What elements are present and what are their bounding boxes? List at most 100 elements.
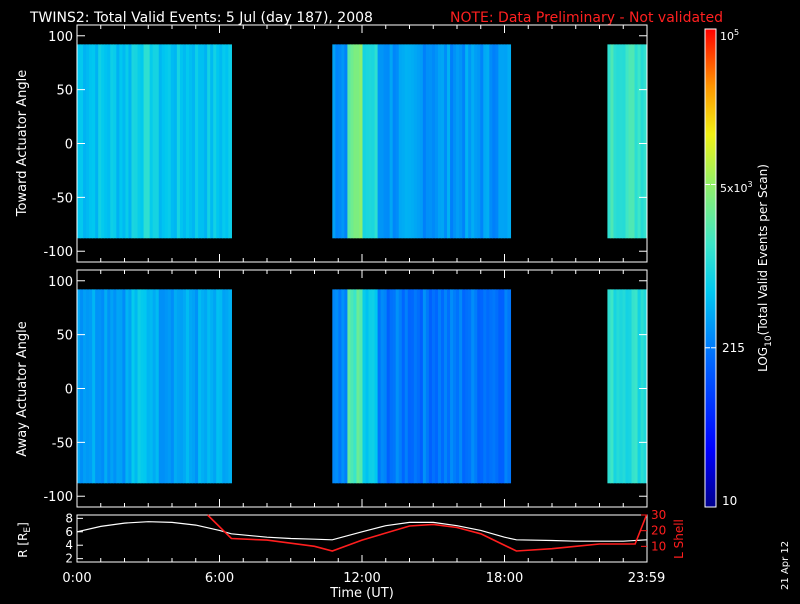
heatmap-cell (182, 44, 187, 239)
heatmap-cell (459, 44, 463, 239)
heatmap-cell (161, 44, 166, 239)
heatmap-cell (610, 289, 615, 484)
heatmap-cell (622, 44, 627, 239)
heatmap-cell (404, 44, 409, 239)
heatmap-cell (407, 289, 412, 484)
heatmap-cell (192, 289, 196, 484)
right-tick-label: 30 (651, 508, 666, 522)
heatmap-cell (173, 289, 178, 484)
heatmap-cell (92, 289, 96, 484)
heatmap-cell (95, 44, 99, 239)
heatmap-cell (158, 289, 163, 484)
heatmap-cell (437, 289, 442, 484)
heatmap-cell (195, 289, 199, 484)
heatmap-cell (477, 44, 481, 239)
data-interval (607, 44, 648, 239)
heatmap-cell (444, 289, 448, 484)
heatmap-cell (80, 44, 84, 239)
heatmap-cell (128, 289, 133, 484)
heatmap-cell (207, 44, 211, 239)
heatmap-cell (628, 289, 633, 484)
heatmap-cell (395, 289, 400, 484)
heatmap-cell (483, 44, 487, 239)
heatmap-cell (389, 44, 394, 239)
heatmap-cell (347, 44, 352, 239)
y-tick-label: 0 (65, 383, 73, 398)
heatmap-cell (179, 44, 184, 239)
heatmap-cell (338, 44, 342, 239)
heatmap-cell (155, 289, 160, 484)
heatmap-cell (483, 289, 487, 484)
heatmap-cell (486, 289, 490, 484)
colorbar-tick-label: 5x103 (720, 180, 753, 195)
colorbar-tick-label: 10 (722, 494, 737, 508)
heatmap-cell (149, 289, 154, 484)
heatmap-cell (155, 44, 160, 239)
heatmap-cell (392, 289, 397, 484)
heatmap-cell (643, 289, 648, 484)
heatmap-cell (152, 289, 157, 484)
heatmap-cell (225, 44, 229, 239)
heatmap-cell (185, 44, 190, 239)
heatmap-cell (447, 289, 451, 484)
heatmap-cell (404, 289, 409, 484)
heatmap-cell (107, 44, 111, 239)
heatmap-cell (347, 289, 352, 484)
heatmap-cell (413, 289, 418, 484)
heatmap-cell (110, 289, 114, 484)
heatmap-cell (365, 44, 370, 239)
heatmap-cell (216, 44, 220, 239)
heatmap-cell (125, 44, 130, 239)
away-y-ticks: 100 50 0 -50 -100 (43, 270, 647, 507)
heatmap-cell (501, 44, 505, 239)
heatmap-cell (395, 44, 400, 239)
heatmap-cell (365, 289, 370, 484)
heatmap-cell (332, 289, 336, 484)
heatmap-cell (634, 289, 639, 484)
heatmap-cell (386, 289, 391, 484)
heatmap-cell (637, 289, 642, 484)
heatmap-cell (447, 44, 451, 239)
heatmap-cell (170, 44, 175, 239)
heatmap-cell (498, 289, 502, 484)
heatmap-cell (386, 44, 391, 239)
left-tick-label: 6 (65, 525, 73, 539)
heatmap-cell (422, 289, 427, 484)
y-tick-label: -100 (43, 490, 73, 505)
heatmap-cell (83, 289, 87, 484)
heatmap-cell (501, 289, 505, 484)
heatmap-cell (401, 289, 406, 484)
heatmap-cell (137, 44, 142, 239)
heatmap-cell (459, 289, 463, 484)
heatmap-cell (504, 289, 509, 484)
heatmap-cell (210, 289, 214, 484)
heatmap-cell (422, 44, 427, 239)
colorbar-frame (704, 28, 717, 508)
r-axis-label: R [RE] (16, 522, 33, 558)
away-ylabel: Away Actuator Angle (15, 321, 30, 456)
heatmap-cell (86, 44, 90, 239)
heatmap-cell (204, 44, 208, 239)
heatmap-cell (143, 289, 148, 484)
heatmap-cell (456, 44, 460, 239)
heatmap-cell (356, 289, 361, 484)
heatmap-cell (398, 289, 403, 484)
heatmap-cell (119, 289, 124, 484)
heatmap-cell (146, 44, 151, 239)
heatmap-cell (474, 44, 478, 239)
heatmap-cell (89, 44, 93, 239)
heatmap-cell (444, 44, 448, 239)
heatmap-cell (465, 289, 469, 484)
heatmap-cell (637, 44, 642, 239)
heatmap-cell (410, 289, 415, 484)
heatmap-cell (450, 289, 454, 484)
orbit-lines (76, 514, 648, 552)
heatmap-cell (149, 44, 154, 239)
heatmap-cell (392, 44, 397, 239)
heatmap-cell (140, 289, 145, 484)
heatmap-cell (607, 289, 612, 484)
heatmap-cell (441, 44, 445, 239)
away-panel: 100 50 0 -50 -100 Away Actuator Angle (15, 269, 648, 508)
heatmap-cell (374, 289, 379, 484)
x-tick-label: 6:00 (205, 571, 234, 586)
